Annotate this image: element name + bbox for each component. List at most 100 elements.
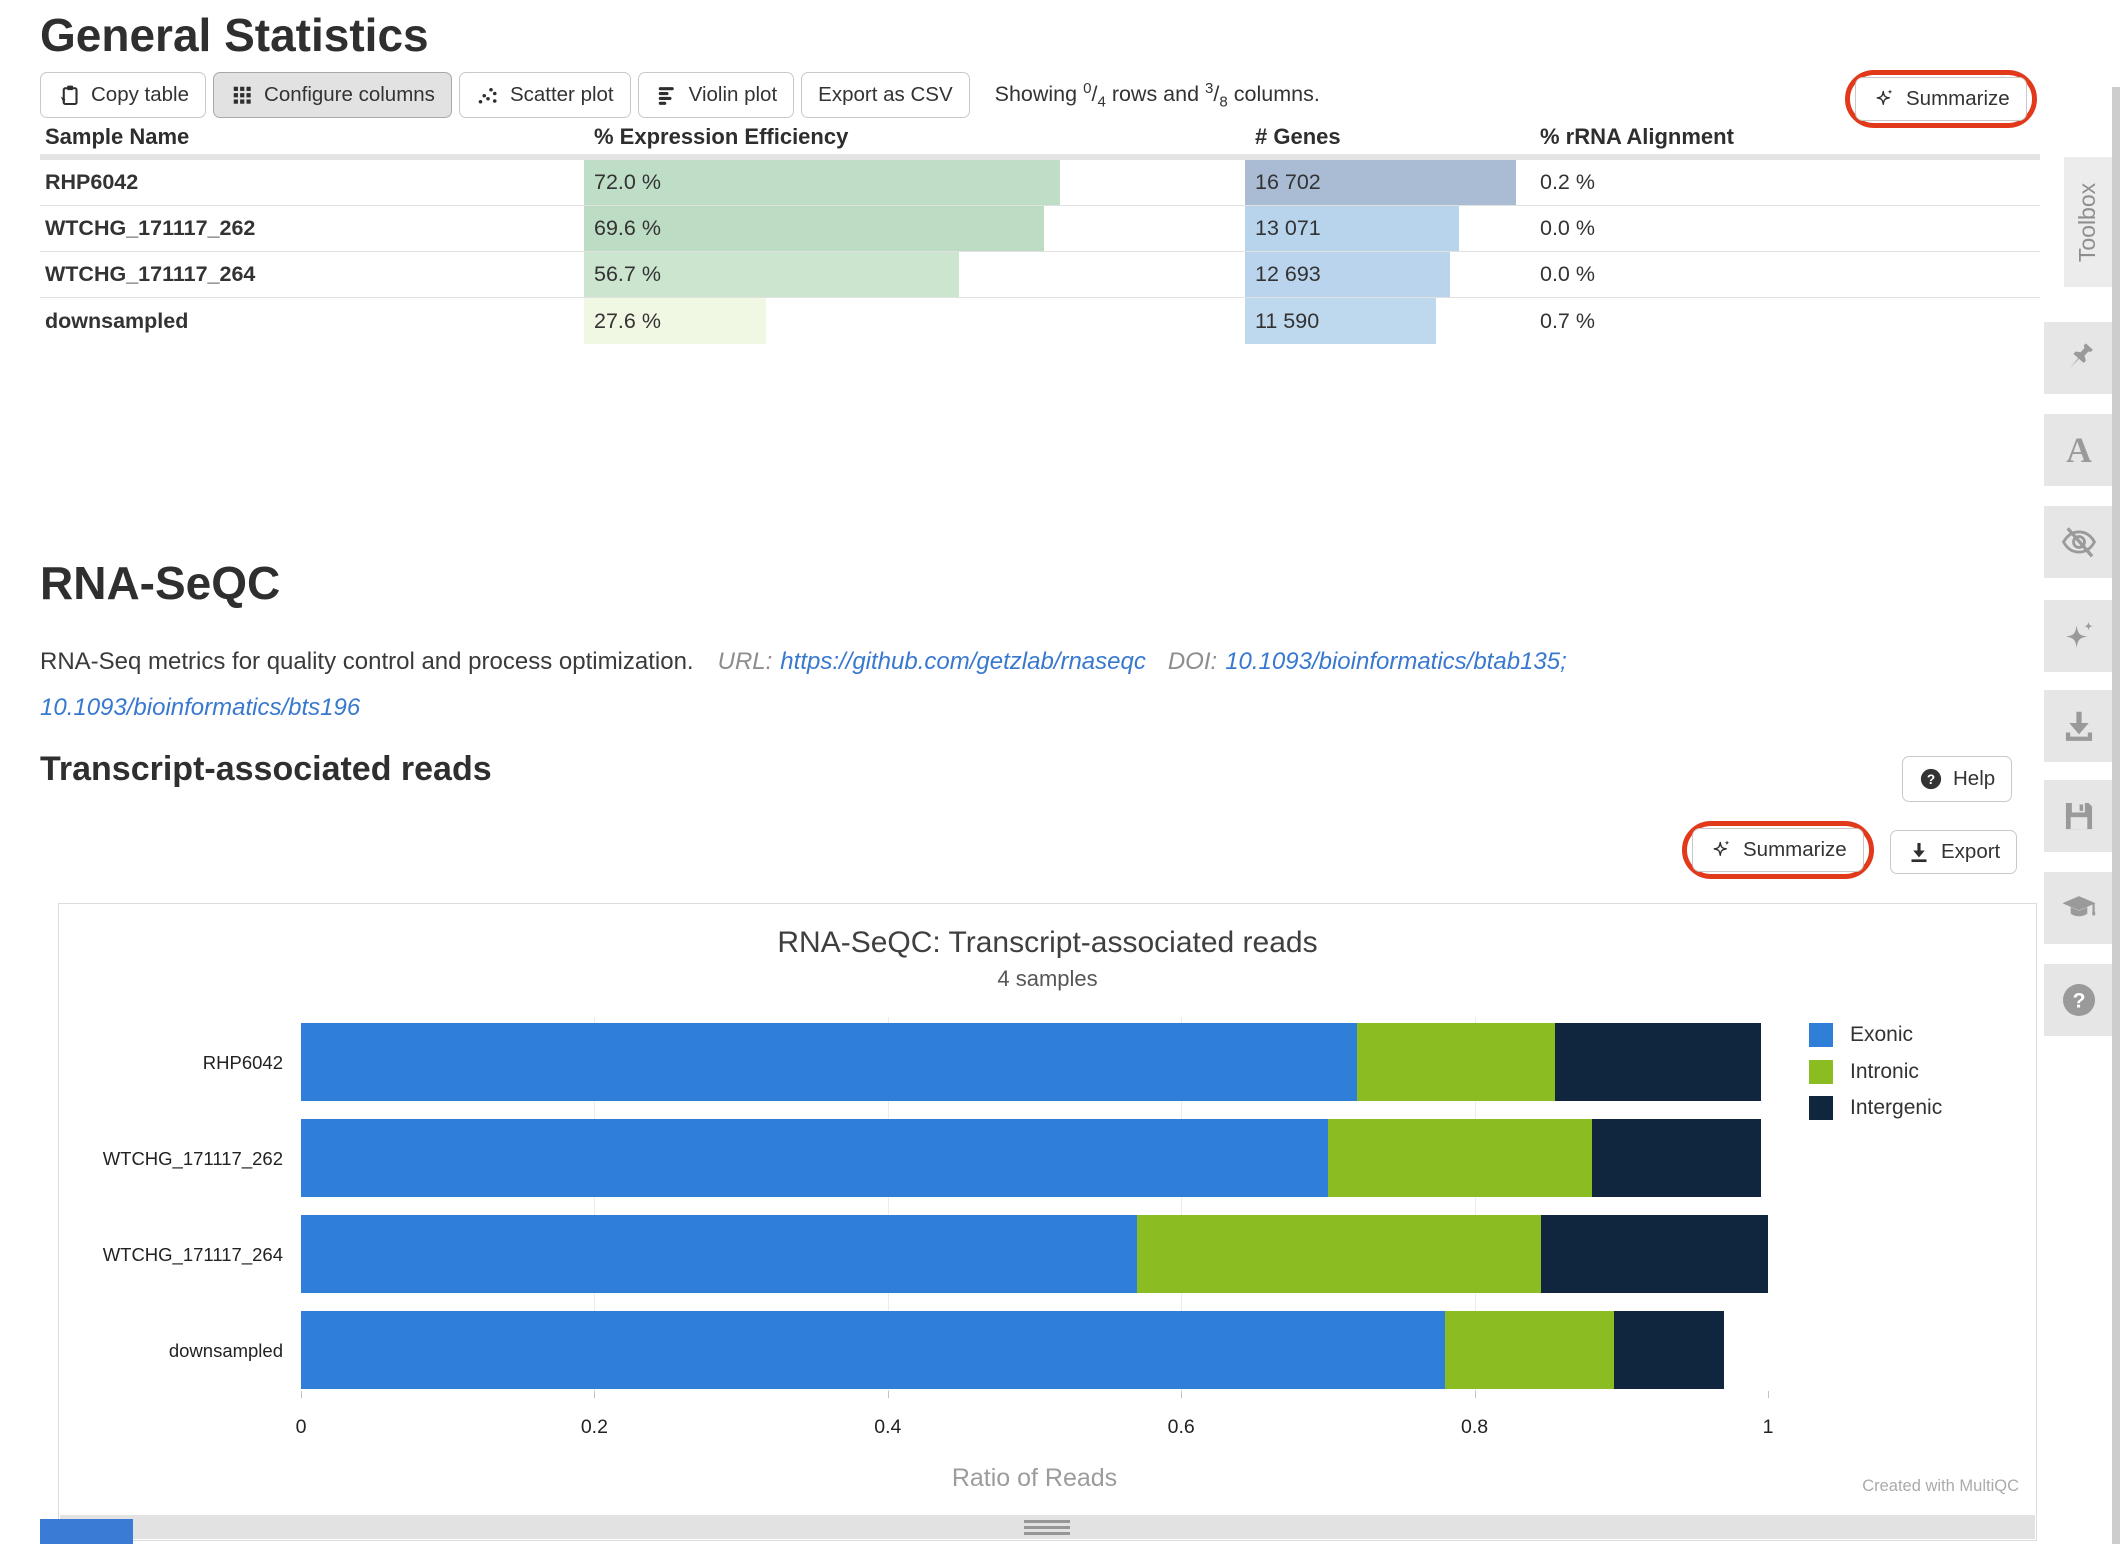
column-header-expression-efficiency[interactable]: % Expression Efficiency <box>594 124 849 149</box>
export-csv-button[interactable]: Export as CSV <box>801 72 970 118</box>
stacked-bar-RHP6042 <box>301 1023 1768 1101</box>
toolbox-sparkle-icon[interactable] <box>2044 600 2114 672</box>
plot-resize-bar[interactable] <box>60 1515 2035 1539</box>
violin-plot-button[interactable]: Violin plot <box>637 72 795 118</box>
axis-tick <box>1474 1391 1476 1398</box>
legend-item-intergenic[interactable]: Intergenic <box>1809 1096 1942 1120</box>
bar-segment-intergenic[interactable] <box>1540 1215 1768 1293</box>
module-title: RNA-SeQC <box>40 557 281 609</box>
general-statistics-table: Sample Name % Expression Efficiency # Ge… <box>40 120 2040 344</box>
rrna-alignment-cell: 0.2 % <box>1540 170 1595 194</box>
column-header-sample-name[interactable]: Sample Name <box>45 124 190 149</box>
table-row: WTCHG_171117_262 69.6 % 13 071 0.0 % <box>40 206 2040 252</box>
sample-name-cell[interactable]: WTCHG_171117_264 <box>45 262 256 286</box>
rrna-alignment-cell: 0.0 % <box>1540 262 1595 286</box>
x-tick-label: 0.4 <box>874 1416 902 1438</box>
table-summarize-button[interactable]: Summarize <box>1855 77 2027 121</box>
sparkle-icon <box>1709 838 1733 862</box>
y-axis-label: downsampled <box>168 1339 283 1361</box>
download-icon <box>1907 840 1931 864</box>
toolbox-graduation-cap-icon[interactable] <box>2044 872 2114 944</box>
expression-efficiency-cell: 72.0 % <box>584 160 1245 205</box>
scatter-plot-button[interactable]: Scatter plot <box>458 72 631 118</box>
table-header-row: Sample Name % Expression Efficiency # Ge… <box>40 120 2040 160</box>
y-axis-label: WTCHG_171117_264 <box>102 1243 283 1265</box>
url-label: URL: <box>717 648 773 675</box>
toolbox-font-icon[interactable]: A <box>2044 414 2114 486</box>
chart-legend: Exonic Intronic Intergenic <box>1809 1023 1942 1133</box>
resize-grip-icon[interactable] <box>1024 1520 1070 1538</box>
y-axis-label: RHP6042 <box>202 1051 283 1073</box>
bar-segment-intronic[interactable] <box>1445 1311 1614 1389</box>
module-url-link[interactable]: https://github.com/getzlab/rnaseqc <box>780 648 1146 675</box>
showing-rows-columns-text: Showing 0/4 rows and 3/8 columns. <box>994 79 1320 111</box>
expression-efficiency-cell: 69.6 % <box>584 206 1245 251</box>
legend-item-exonic[interactable]: Exonic <box>1809 1023 1942 1047</box>
expression-bar <box>584 298 767 344</box>
x-axis-title: Ratio of Reads <box>951 1464 1118 1492</box>
y-axis-label: WTCHG_171117_262 <box>102 1147 283 1169</box>
module-description: RNA-Seq metrics for quality control and … <box>40 648 694 675</box>
genes-cell: 12 693 <box>1245 252 1530 297</box>
gridline <box>594 1017 596 1395</box>
x-tick-label: 0.6 <box>1167 1416 1195 1438</box>
transcript-reads-plot-card: RNA-SeQC: Transcript-associated reads 4 … <box>58 903 2037 1541</box>
module-doi-link-1[interactable]: 10.1093/bioinformatics/btab135; <box>1225 648 1567 675</box>
toolbox-question-circle-icon[interactable]: ? <box>2044 964 2114 1036</box>
axis-tick <box>887 1391 889 1398</box>
toolbox-tab[interactable]: Toolbox <box>2064 157 2112 287</box>
chart-subtitle: 4 samples <box>997 966 1098 991</box>
toolbox-eye-slash-icon[interactable] <box>2044 506 2114 578</box>
table-row: WTCHG_171117_264 56.7 % 12 693 0.0 % <box>40 252 2040 298</box>
bar-segment-exonic[interactable] <box>301 1023 1358 1101</box>
x-tick-label: 0 <box>295 1416 307 1438</box>
bar-segment-exonic[interactable] <box>301 1311 1446 1389</box>
legend-swatch <box>1809 1096 1833 1120</box>
toolbox-save-icon[interactable] <box>2044 780 2114 852</box>
partial-element-bottom-left <box>40 1519 133 1544</box>
x-tick-label: 0.8 <box>1461 1416 1489 1438</box>
page-scrollbar[interactable] <box>2112 87 2120 1544</box>
legend-item-intronic[interactable]: Intronic <box>1809 1059 1942 1084</box>
bar-segment-intergenic[interactable] <box>1555 1023 1761 1101</box>
toolbox-download-icon[interactable] <box>2044 690 2114 762</box>
column-header-genes[interactable]: # Genes <box>1255 124 1341 149</box>
grid-icon <box>230 83 254 107</box>
x-tick-label: 0.2 <box>580 1416 608 1438</box>
stacked-bar-downsampled <box>301 1311 1768 1389</box>
help-button[interactable]: ? Help <box>1902 756 2013 802</box>
bar-segment-intergenic[interactable] <box>1613 1311 1724 1389</box>
bar-segment-exonic[interactable] <box>301 1119 1328 1197</box>
gridline <box>887 1017 889 1395</box>
gridline <box>1474 1017 1476 1395</box>
sample-name-cell[interactable]: RHP6042 <box>45 170 139 194</box>
module-doi-link-2[interactable]: 10.1093/bioinformatics/bts196 <box>40 694 361 721</box>
module-description-line-2: 10.1093/bioinformatics/bts196 <box>40 694 360 722</box>
plot-export-button[interactable]: Export <box>1890 830 2018 874</box>
sample-name-cell[interactable]: downsampled <box>45 308 189 333</box>
sample-name-cell[interactable]: WTCHG_171117_262 <box>45 216 256 240</box>
bar-segment-intergenic[interactable] <box>1591 1119 1761 1197</box>
expression-bar <box>584 252 959 297</box>
toolbox-pin-icon[interactable] <box>2044 322 2114 394</box>
bar-segment-intronic[interactable] <box>1357 1023 1556 1101</box>
svg-text:?: ? <box>1927 772 1935 787</box>
legend-swatch <box>1809 1059 1833 1084</box>
violin-icon <box>655 83 679 107</box>
copy-table-button[interactable]: Copy table <box>40 72 207 118</box>
general-stats-toolbar: Copy table Configure columns Scatter plot V… <box>40 72 1320 118</box>
expression-bar <box>584 160 1060 205</box>
plot-summarize-button[interactable]: Summarize <box>1692 828 1864 872</box>
axis-tick <box>301 1391 302 1398</box>
genes-cell: 11 590 <box>1245 298 1530 344</box>
bar-segment-exonic[interactable] <box>301 1215 1138 1293</box>
bar-segment-intronic[interactable] <box>1327 1119 1592 1197</box>
bar-segment-intronic[interactable] <box>1137 1215 1541 1293</box>
configure-columns-button[interactable]: Configure columns <box>213 72 452 118</box>
doi-label: DOI: <box>1167 648 1218 675</box>
summarize-annotation-ring: Summarize <box>1845 70 2037 128</box>
svg-text:?: ? <box>2072 989 2085 1013</box>
column-header-rrna-alignment[interactable]: % rRNA Alignment <box>1540 124 1734 149</box>
genes-cell: 16 702 <box>1245 160 1530 205</box>
rrna-alignment-cell: 0.7 % <box>1540 308 1595 333</box>
